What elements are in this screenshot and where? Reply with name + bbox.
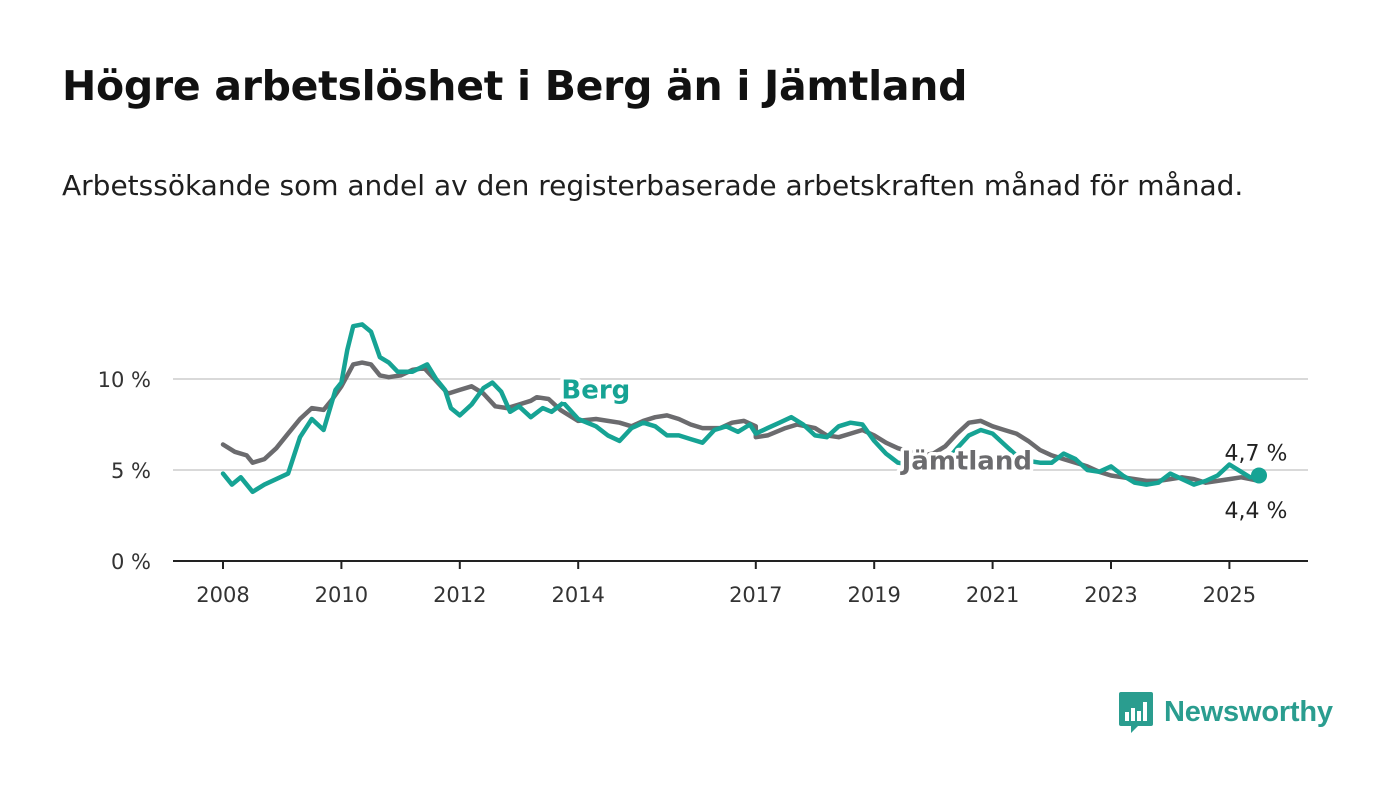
series-lines xyxy=(220,322,1262,495)
x-tick-label: 2014 xyxy=(551,583,604,607)
y-tick-label: 5 % xyxy=(111,459,151,483)
x-tick-label: 2025 xyxy=(1203,583,1256,607)
end-value-label-0: 4,4 % xyxy=(1225,499,1288,524)
series-label-1: Berg xyxy=(561,376,630,406)
chart-subtitle: Arbetssökande som andel av den registerb… xyxy=(62,169,1244,202)
x-tick-label: 2012 xyxy=(433,583,486,607)
series-line-1 xyxy=(220,322,1262,495)
y-tick-label: 10 % xyxy=(98,368,151,392)
y-tick-label: 0 % xyxy=(111,550,151,574)
end-point-marker xyxy=(1251,467,1267,484)
series-label-0: Jämtland xyxy=(900,446,1032,476)
end-value-label-1: 4,7 % xyxy=(1225,441,1288,466)
newsworthy-logo: Newsworthy xyxy=(1118,690,1333,734)
series-labels: Jämtland Berg xyxy=(558,372,1036,480)
x-tick-label: 2021 xyxy=(966,583,1019,607)
x-tick-label: 2019 xyxy=(847,583,900,607)
gridlines xyxy=(173,378,1308,471)
end-markers: 4,4 % 4,7 % xyxy=(1225,441,1288,523)
y-axis: 0 % 5 % 10 % xyxy=(98,368,151,574)
chart-title: Högre arbetslöshet i Berg än i Jämtland xyxy=(62,62,968,110)
newsworthy-wordmark: Newsworthy xyxy=(1164,695,1333,728)
x-axis: 2008 2010 2012 2014 2017 2019 2021 2023 2025 xyxy=(196,561,1256,607)
x-tick-label: 2017 xyxy=(729,583,782,607)
newsworthy-bar-chart-icon xyxy=(1119,692,1153,733)
x-tick-label: 2008 xyxy=(196,583,249,607)
series-line-0 xyxy=(220,360,1262,485)
x-tick-label: 2023 xyxy=(1084,583,1137,607)
x-tick-label: 2010 xyxy=(315,583,368,607)
